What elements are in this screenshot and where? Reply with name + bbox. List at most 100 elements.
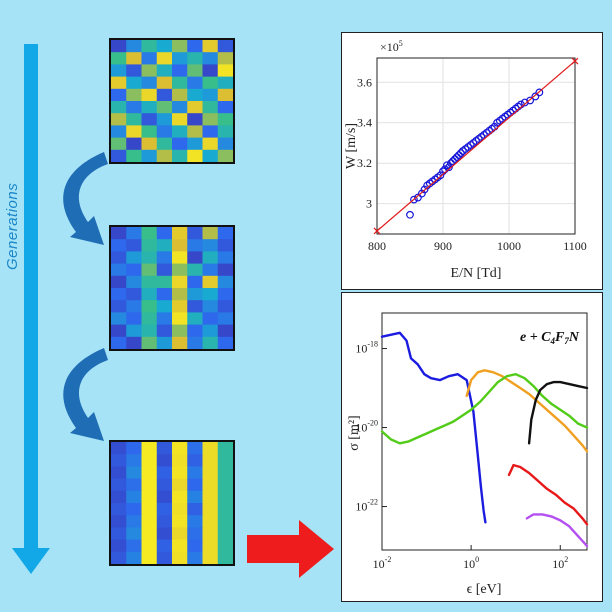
matrix-cell [217,101,234,114]
data-point [410,195,418,204]
x-tick-label: 10-2 [373,555,392,571]
matrix-cell [111,466,127,480]
matrix-cell [141,125,158,139]
cross-section-chart: 10-2 100 102 10-18 10-20 10-22 e + C4F7N ϵ [e… [347,312,589,597]
matrix-cell [217,288,234,301]
reaction-annotation: e + C4F7N [520,330,580,346]
matrix-cell [111,312,127,326]
matrix-cell [217,88,234,102]
matrix-cell [141,101,158,114]
data-point [454,151,463,160]
matrix-cell [111,88,127,102]
matrix-cell [172,101,188,114]
matrix-cell [202,227,219,240]
matrix-cell [187,52,203,65]
matrix-cell [111,149,127,163]
matrix-cell [172,454,188,467]
matrix-cell [202,466,219,480]
matrix-cell [111,40,127,53]
matrix-cell [111,113,127,126]
matrix-cell [111,227,127,240]
matrix-cell [126,539,142,553]
matrix-cell [126,149,142,163]
data-point [406,210,414,219]
matrix-cell [156,503,173,516]
y-tick-label: 3.2 [357,156,372,170]
data-point [448,157,457,166]
matrix-cell [126,76,142,90]
matrix-cell [156,527,173,541]
matrix-cell [187,149,203,163]
matrix-cell [111,137,127,151]
matrix-cell [111,275,127,289]
matrix-cell [126,503,142,516]
matrix-cell [172,251,188,265]
matrix-cell [156,149,173,163]
matrix-cell [202,324,219,338]
matrix-cell [156,336,173,350]
matrix-cell [172,40,188,53]
matrix-cell [187,551,203,565]
matrix-cell [172,227,188,240]
matrix-cell [202,288,219,301]
matrix-cell [141,442,158,455]
matrix-cell [111,490,127,504]
matrix-cell [141,275,158,289]
matrix-cell [141,40,158,53]
matrix-cell [126,239,142,252]
matrix-cell [202,137,219,151]
matrix-cell [187,336,203,350]
matrix-cell [156,300,173,313]
fit-endpoint-marker [571,57,579,65]
matrix-cell [217,478,234,492]
matrix-cell [156,454,173,467]
matrix-cell [141,490,158,504]
matrix-cell [172,64,188,78]
matrix-cell [172,312,188,326]
matrix-cell [141,137,158,151]
curved-arrow-2 [63,348,108,441]
matrix-cell [187,539,203,553]
matrix-cell [156,40,173,53]
matrix-cell [126,137,142,151]
matrix-cell [111,551,127,565]
matrix-cell [202,239,219,252]
x-tick-label: 800 [368,239,386,253]
matrix-cell [111,64,127,78]
matrix-cell [172,76,188,90]
matrix-cell [172,149,188,163]
matrix-cell [111,52,127,65]
matrix-cell [141,76,158,90]
matrix-cell [187,466,203,480]
matrix-cell [141,88,158,102]
generations-arrow-head [12,548,50,574]
matrix-cell [126,324,142,338]
matrix-cell [217,466,234,480]
matrix-cell [172,125,188,139]
matrix-cell [156,288,173,301]
x-tick-label: 1100 [563,239,587,253]
cross-section-curve-6 [525,513,589,548]
y-tick-label: 3.6 [357,75,372,89]
matrix-cell [172,503,188,516]
matrix-cell [156,539,173,553]
matrix-cell [126,336,142,350]
matrix-cell [111,288,127,301]
matrix-cell [111,76,127,90]
matrix-cell [217,503,234,516]
matrix-cell [217,227,234,240]
matrix-cell [111,503,127,516]
matrix-cell [217,113,234,126]
matrix-cell [217,336,234,350]
cross-section-curve-1 [380,331,487,524]
x-axis-label: ϵ [eV] [467,582,502,597]
matrix-cell [217,52,234,65]
matrix-cell [141,113,158,126]
y-axis-label: σ [m²] [347,415,362,450]
matrix-cell [202,88,219,102]
matrix-cell [202,251,219,265]
matrix-cell [141,551,158,565]
matrix-cell [202,76,219,90]
matrix-cell [202,113,219,126]
